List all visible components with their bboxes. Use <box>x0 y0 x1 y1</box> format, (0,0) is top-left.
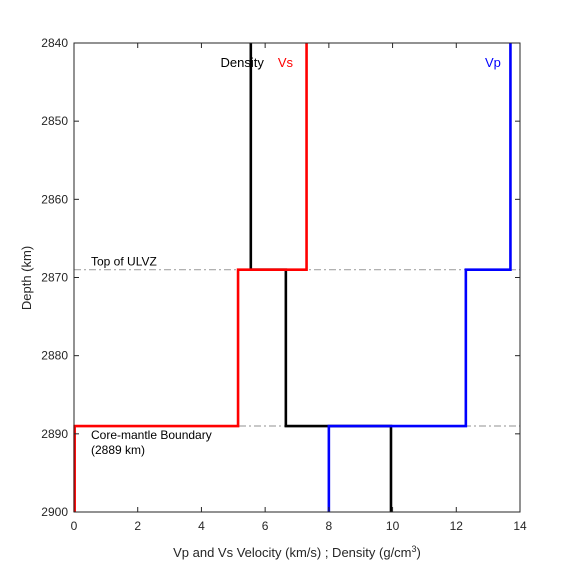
y-axis-ticks: 2840 2850 2860 2870 2880 2890 2900 <box>41 36 520 519</box>
y-tick-label: 2900 <box>41 505 68 519</box>
y-tick-label: 2870 <box>41 271 68 285</box>
series-line-density <box>249 43 393 512</box>
x-tick-label: 0 <box>71 519 78 533</box>
series-labels: Density Vs Vp <box>221 55 501 70</box>
x-tick-label: 4 <box>198 519 205 533</box>
y-tick-label: 2880 <box>41 349 68 363</box>
series-label-vp: Vp <box>485 55 501 70</box>
series-label-density: Density <box>221 55 265 70</box>
x-tick-label: 12 <box>450 519 464 533</box>
annotation-label-2-line2: (2889 km) <box>91 443 145 457</box>
reference-lines <box>74 269 520 427</box>
x-tick-label: 10 <box>386 519 400 533</box>
x-tick-label: 14 <box>513 519 527 533</box>
series-label-vs: Vs <box>278 55 294 70</box>
x-tick-label: 6 <box>262 519 269 533</box>
series-line-vs <box>73 43 308 512</box>
annotations: Top of ULVZ Core-mantle Boundary(2889 km) <box>91 255 212 457</box>
annotation-label-2: Core-mantle Boundary <box>91 428 212 442</box>
y-tick-label: 2860 <box>41 192 68 206</box>
x-axis-label: Vp and Vs Velocity (km/s) ; Density (g/c… <box>173 544 421 560</box>
series-line-vp <box>327 43 512 512</box>
y-axis-label: Depth (km) <box>19 246 34 310</box>
series-lines <box>73 43 512 512</box>
y-tick-label: 2840 <box>41 36 68 50</box>
y-tick-label: 2850 <box>41 114 68 128</box>
x-axis-ticks: 0 2 4 6 8 10 12 14 <box>71 43 527 533</box>
annotation-label-1: Top of ULVZ <box>91 255 157 269</box>
x-tick-label: 8 <box>326 519 333 533</box>
x-tick-label: 2 <box>134 519 141 533</box>
y-tick-label: 2890 <box>41 427 68 441</box>
